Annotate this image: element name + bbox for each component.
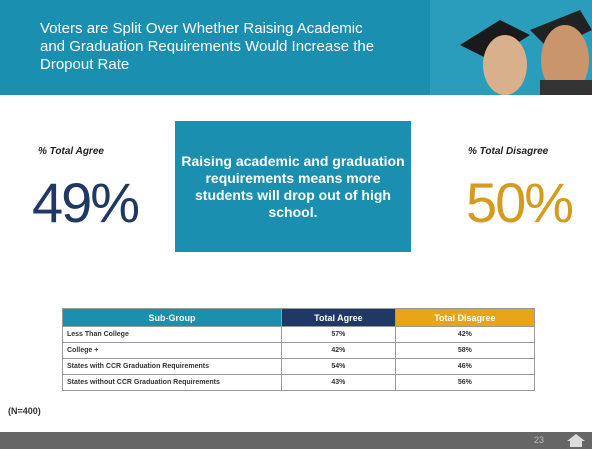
subgroup-cell: College + bbox=[63, 343, 282, 359]
subgroup-table: Sub-Group Total Agree Total Disagree Les… bbox=[62, 308, 535, 391]
slide-title: Voters are Split Over Whether Raising Ac… bbox=[40, 20, 380, 74]
disagree-label: % Total Disagree bbox=[468, 146, 548, 157]
value-cell: 42% bbox=[282, 343, 396, 359]
table-row: College +42%58% bbox=[63, 343, 535, 359]
agree-label: % Total Agree bbox=[38, 146, 104, 157]
slide: {"header": {"title": "Voters are Split O… bbox=[0, 0, 592, 449]
home-icon[interactable] bbox=[566, 433, 586, 448]
header-photo bbox=[430, 0, 592, 95]
subgroup-cell: States with CCR Graduation Requirements bbox=[63, 359, 282, 375]
statement-box: Raising academic and graduation requirem… bbox=[175, 121, 411, 252]
value-cell: 43% bbox=[282, 375, 396, 391]
header-band: Voters are Split Over Whether Raising Ac… bbox=[0, 0, 592, 95]
page-number: 23 bbox=[534, 435, 544, 445]
value-cell: 46% bbox=[395, 359, 534, 375]
column-header: Sub-Group bbox=[63, 309, 282, 327]
value-cell: 42% bbox=[395, 327, 534, 343]
statement: Raising academic and graduation requirem… bbox=[175, 153, 411, 221]
disagree-value: 50% bbox=[466, 170, 572, 235]
value-cell: 56% bbox=[395, 375, 534, 391]
column-header: Total Disagree bbox=[395, 309, 534, 327]
footer-bar: 23 bbox=[0, 432, 592, 449]
value-cell: 58% bbox=[395, 343, 534, 359]
value-cell: 54% bbox=[282, 359, 396, 375]
header-row: Sub-Group Total Agree Total Disagree bbox=[63, 309, 535, 327]
value-cell: 57% bbox=[282, 327, 396, 343]
agree-value: 49% bbox=[32, 170, 138, 235]
subgroup-cell: Less Than College bbox=[63, 327, 282, 343]
sample-note: (N=400) bbox=[8, 406, 41, 416]
subgroup-cell: States without CCR Graduation Requiremen… bbox=[63, 375, 282, 391]
table-row: States without CCR Graduation Requiremen… bbox=[63, 375, 535, 391]
column-header: Total Agree bbox=[282, 309, 396, 327]
